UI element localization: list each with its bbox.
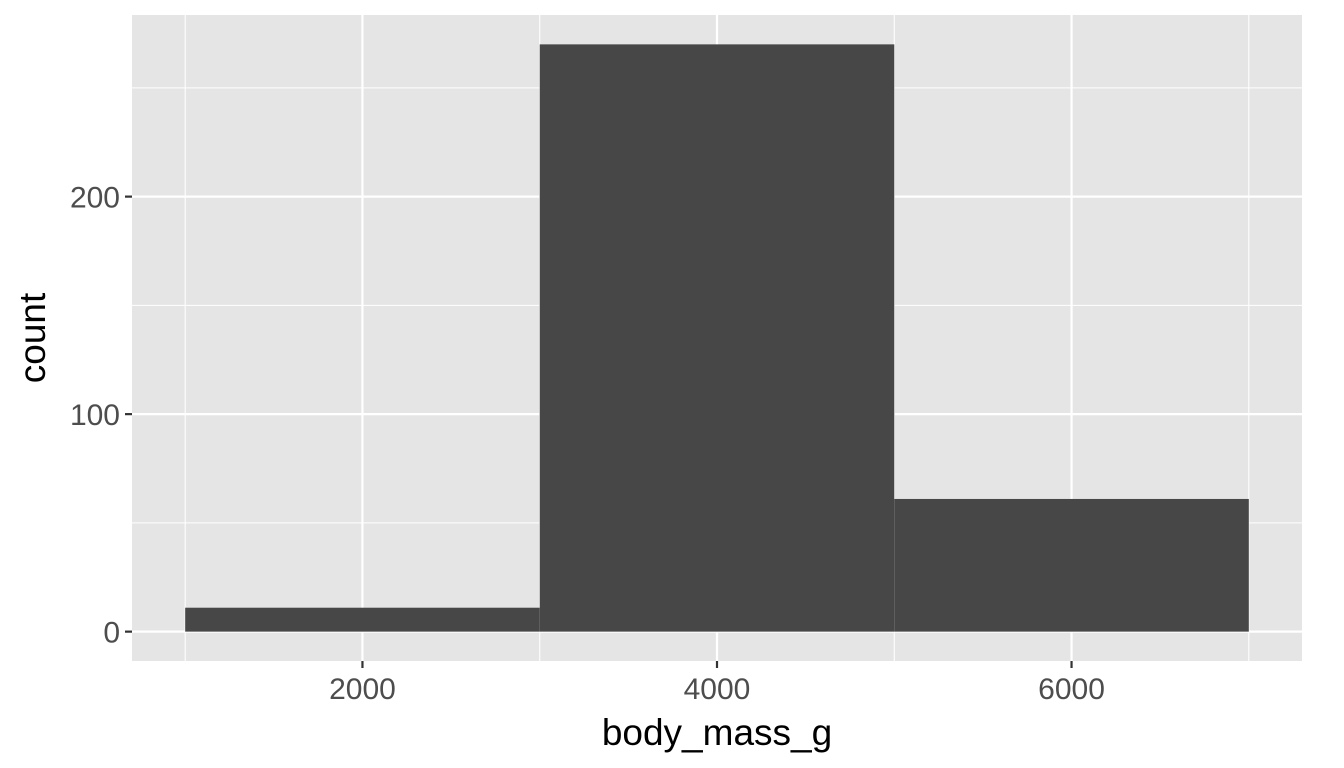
histogram-bars <box>185 44 1249 632</box>
histogram-bar-2 <box>539 44 895 632</box>
x-tick-label: 4000 <box>684 673 751 706</box>
x-axis: 2000 4000 6000 <box>329 661 1105 706</box>
y-tick-label: 0 <box>103 617 120 650</box>
x-tick-label: 2000 <box>329 673 396 706</box>
histogram-bar-1 <box>185 607 540 632</box>
y-tick-label: 100 <box>70 399 120 432</box>
x-axis-title: body_mass_g <box>602 712 832 753</box>
x-tick-label: 6000 <box>1038 673 1105 706</box>
y-axis-title: count <box>12 292 53 383</box>
y-tick-label: 200 <box>70 182 120 215</box>
y-axis: 0 100 200 <box>70 182 132 650</box>
histogram-bar-3 <box>894 498 1249 632</box>
